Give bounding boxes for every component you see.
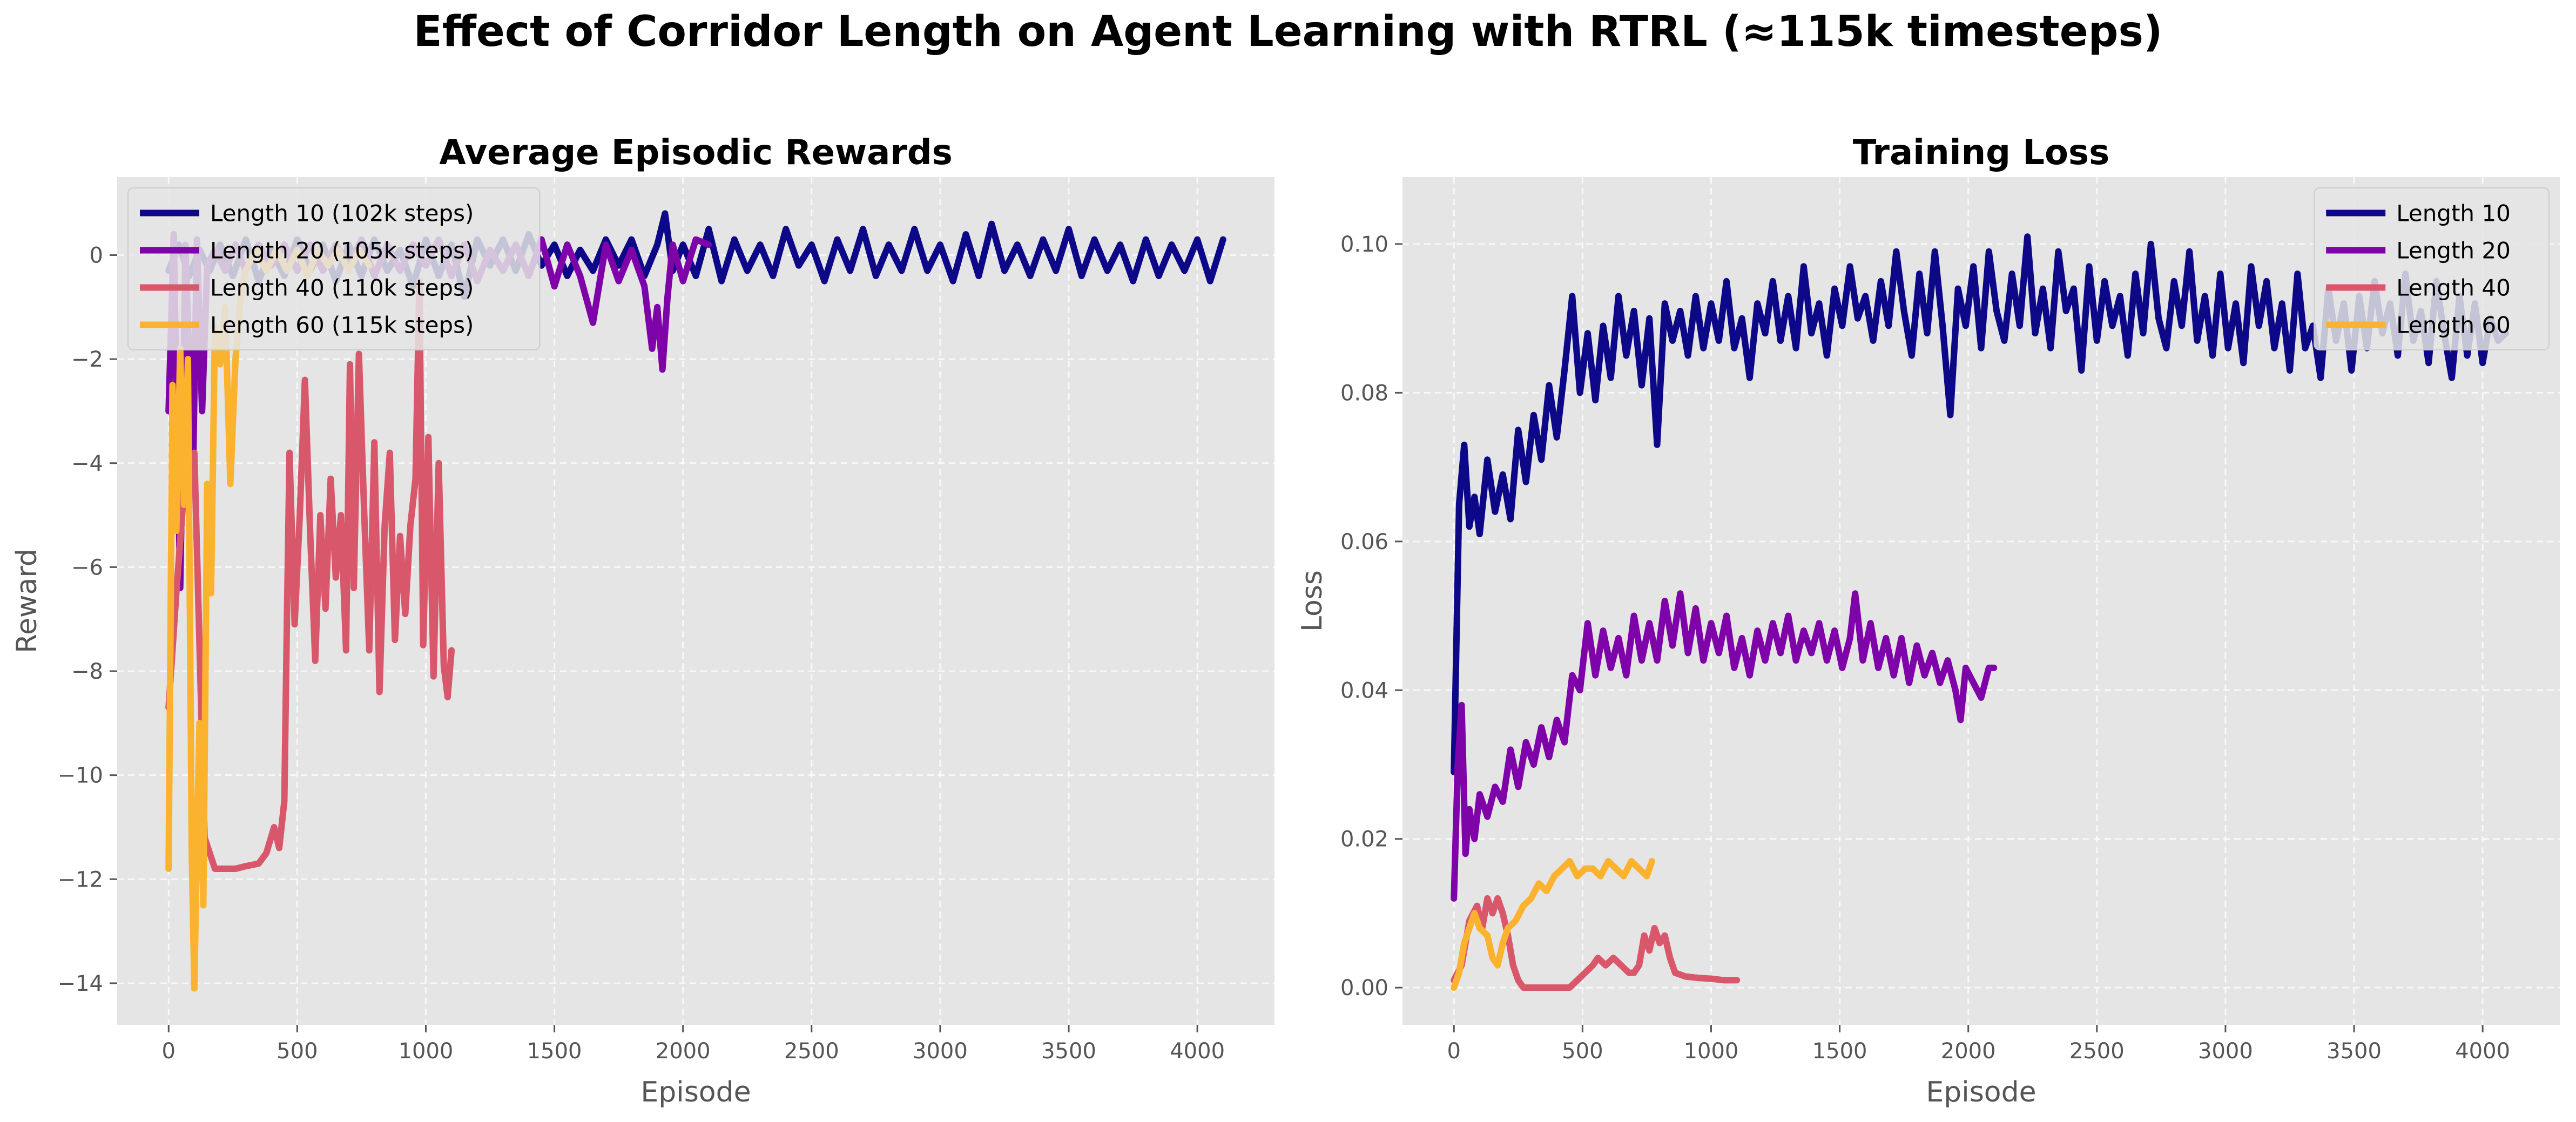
panel-1-y-tick-label: 0	[90, 243, 103, 268]
panel-2-legend-label-2: Length 20	[2396, 238, 2511, 264]
panel-2-x-axis-label: Episode	[1926, 1076, 2036, 1109]
panel-1-x-tick-label: 1500	[527, 1039, 582, 1064]
panel-1-y-tick-label: −8	[71, 659, 103, 684]
panel-2-x-tick-label: 2000	[1941, 1039, 1996, 1064]
panel-1-y-tick-label: −12	[58, 867, 103, 892]
panel-1-legend-label-2: Length 20 (105k steps)	[210, 238, 474, 264]
panel-2-legend: Length 10 Length 20 Length 40 Length 60	[2314, 187, 2550, 350]
panel-2-series-line-4	[1451, 858, 1655, 991]
panel-1-legend-label-4: Length 60 (115k steps)	[210, 312, 474, 339]
panel-2-y-tick-label: 0.00	[1340, 976, 1388, 1001]
panel-1-legend-box	[127, 187, 541, 350]
panel-2-y-tick-label: 0.06	[1340, 530, 1388, 555]
panel-1-legend-label-1: Length 10 (102k steps)	[210, 200, 474, 227]
panel-2-y-tick-label: 0.02	[1340, 827, 1388, 852]
panel-1-legend: Length 10 (102k steps) Length 20 (105k st…	[127, 187, 541, 350]
panel-2: 0 500 1000 1500 2000 2500 3000 3500 4000 0.00 0.02…	[1296, 133, 2560, 1109]
panel-2-legend-box	[2314, 187, 2550, 350]
panel-2-x-tick-label: 500	[1562, 1039, 1603, 1064]
panel-1-x-tick-label: 0	[162, 1039, 176, 1064]
panel-2-x-tick-label: 4000	[2455, 1039, 2510, 1064]
panel-1-y-tick-label: −2	[71, 347, 103, 372]
panel-1-y-tick-label: −6	[71, 555, 103, 580]
panel-2-y-tick-label: 0.08	[1340, 381, 1388, 405]
panel-1-x-tick-label: 2500	[784, 1039, 839, 1064]
panel-2-series-line-2	[1451, 590, 1998, 902]
panel-2-series-line-3	[1451, 895, 1741, 991]
panel-2-legend-label-1: Length 10	[2396, 200, 2511, 227]
panel-1-title: Average Episodic Rewards	[439, 133, 953, 173]
panel-1-x-tick-label: 3000	[913, 1039, 968, 1064]
panel-1-x-tick-label: 1000	[399, 1039, 454, 1064]
panel-1-x-axis-label: Episode	[640, 1076, 751, 1109]
panel-1-y-tick-label: −4	[71, 451, 103, 476]
panel-1-y-tick-label: −14	[58, 971, 103, 996]
panel-2-y-tick-label: 0.10	[1340, 232, 1388, 257]
panel-2-legend-label-4: Length 60	[2396, 312, 2511, 339]
panel-2-x-tick-label: 0	[1447, 1039, 1461, 1064]
panel-1-x-tick-label: 3500	[1041, 1039, 1096, 1064]
panel-2-legend-label-3: Length 40	[2396, 275, 2511, 301]
panel-2-y-tick-label: 0.04	[1340, 678, 1388, 703]
panel-2-x-tick-label: 2500	[2069, 1039, 2125, 1064]
panel-1: 0 500 1000 1500 2000 2500 3000 3500 4000 0 −2 −4 −6 −…	[11, 133, 1274, 1109]
panel-2-x-tick-label: 1000	[1684, 1039, 1739, 1064]
panel-1-y-tick-label: −10	[58, 763, 103, 788]
panel-1-x-tick-label: 2000	[656, 1039, 711, 1064]
panel-1-x-tick-label: 500	[277, 1039, 318, 1064]
panel-2-x-tick-label: 1500	[1812, 1039, 1867, 1064]
panel-1-legend-label-3: Length 40 (110k steps)	[210, 275, 474, 301]
panel-1-x-tick-label: 4000	[1170, 1039, 1225, 1064]
panel-2-x-tick-label: 3500	[2327, 1039, 2382, 1064]
panel-2-title: Training Loss	[1853, 133, 2109, 173]
panel-2-y-axis-label: Loss	[1296, 570, 1329, 632]
panel-2-x-tick-label: 3000	[2198, 1039, 2253, 1064]
panel-1-y-axis-label: Reward	[11, 549, 43, 653]
panel-1-series-line-3	[165, 278, 455, 872]
figure-title: Effect of Corridor Length on Agent Learn…	[413, 8, 2163, 56]
